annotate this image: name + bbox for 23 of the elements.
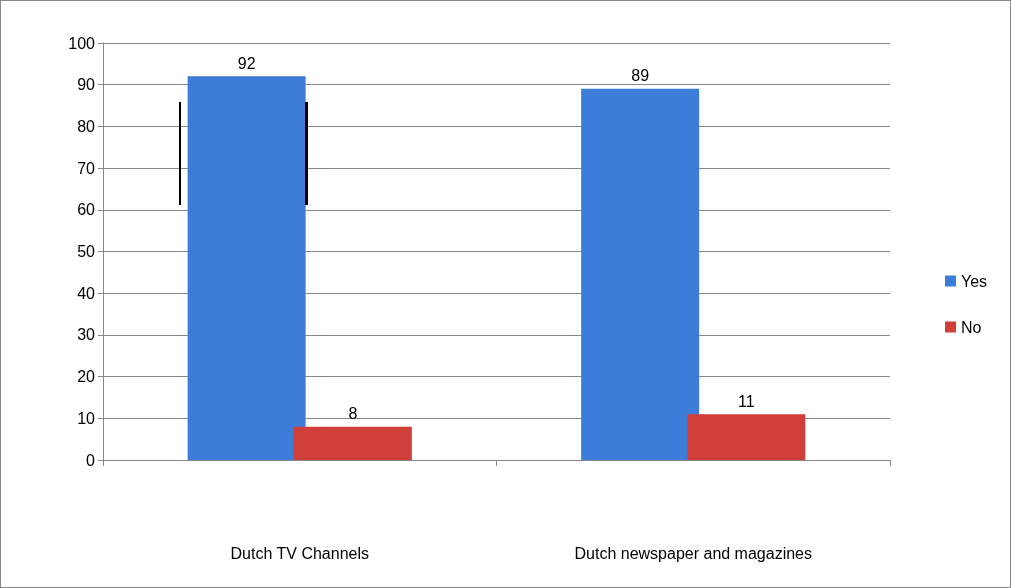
y-tick-label: 100 [68, 34, 96, 52]
legend-label: No [961, 318, 982, 336]
legend-label: Yes [961, 272, 988, 290]
y-tick-label: 10 [77, 409, 96, 427]
bar [581, 88, 700, 460]
data-label: 92 [237, 54, 256, 72]
y-tick-label: 70 [77, 159, 96, 177]
y-tick-label: 20 [77, 368, 96, 386]
data-label: 89 [631, 67, 650, 85]
y-tick-label: 0 [86, 451, 96, 469]
data-label: 8 [348, 405, 358, 423]
y-tick-label: 80 [77, 117, 96, 135]
bar [293, 426, 412, 460]
y-tick-label: 60 [77, 201, 96, 219]
bar [687, 414, 806, 460]
x-tick-label: Dutch newspaper and magazines [574, 544, 812, 562]
y-tick-label: 90 [77, 76, 96, 94]
y-tick-label: 30 [77, 326, 96, 344]
x-tick-label: Dutch TV Channels [230, 544, 369, 562]
data-label: 11 [738, 392, 755, 410]
y-tick-label: 40 [77, 284, 96, 302]
bar [187, 76, 306, 460]
y-tick-label: 50 [77, 243, 96, 260]
